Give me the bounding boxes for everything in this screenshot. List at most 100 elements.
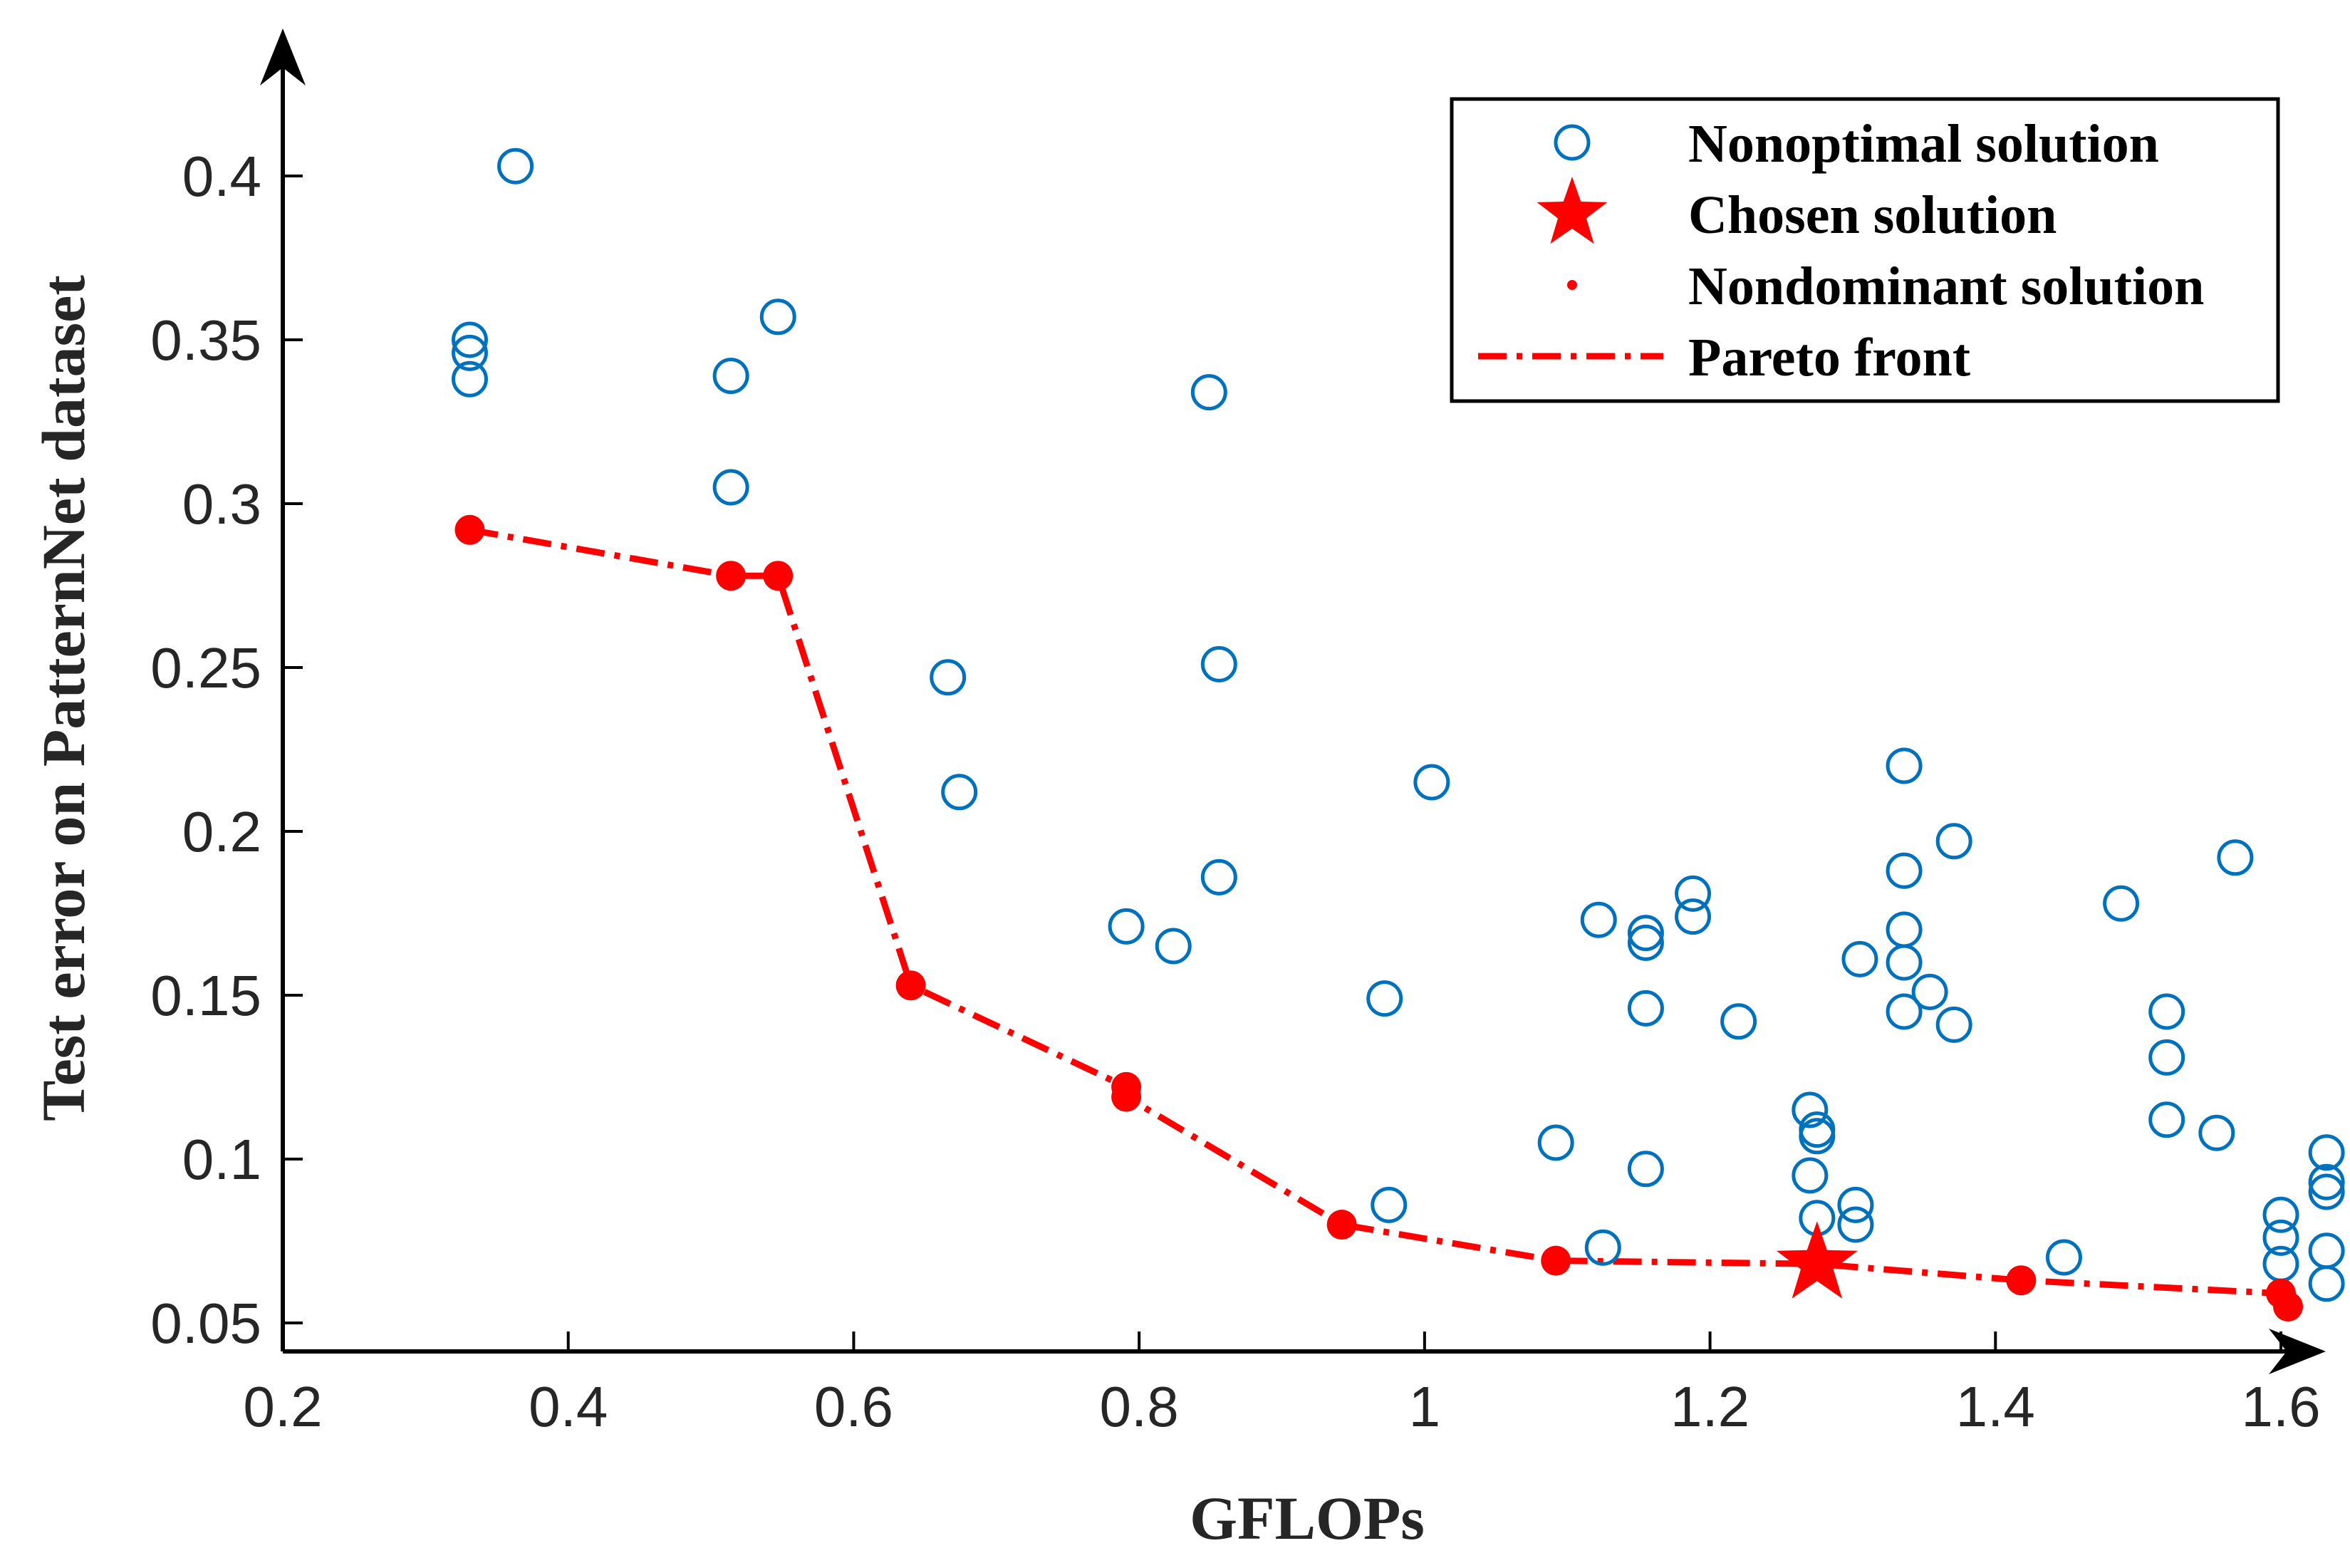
y-axis-label: Test error on PatternNet dataset <box>29 275 98 1121</box>
nonoptimal-point <box>1935 1006 1972 1043</box>
nonoptimal-point <box>2148 1101 2185 1138</box>
nonoptimal-point <box>2148 993 2185 1030</box>
nonoptimal-point <box>1792 1091 1829 1128</box>
nondominant-point <box>1541 1245 1571 1276</box>
nonoptimal-point <box>1675 875 1712 912</box>
nonoptimal-point <box>1720 1003 1757 1040</box>
nondominant-point <box>1111 1081 1142 1112</box>
legend-entry-nonoptimal: Nonoptimal solution <box>1554 114 2159 174</box>
x-tick-label: 0.6 <box>814 1375 893 1438</box>
nonoptimal-point <box>930 659 967 696</box>
legend: Nonoptimal solution Chosen solution Nond… <box>1450 97 2280 403</box>
nonoptimal-point <box>1190 374 1227 411</box>
x-tick-label: 0.4 <box>529 1375 608 1438</box>
legend-entry-chosen: Chosen solution <box>1537 177 2057 245</box>
pareto-front-line <box>469 526 2291 1309</box>
nonoptimal-point <box>2148 1039 2185 1076</box>
nondominant-point <box>895 970 926 1001</box>
nonoptimal-point <box>2262 1196 2299 1233</box>
nonoptimal-point <box>1537 1124 1574 1161</box>
nonoptimal-point <box>1580 901 1617 938</box>
legend-label-pareto: Pareto front <box>1688 328 1970 388</box>
nonoptimal-point <box>2262 1219 2299 1256</box>
nonoptimal-point <box>1155 928 1192 965</box>
nonoptimal-point <box>1627 915 1664 952</box>
nonoptimal-point <box>2103 885 2140 922</box>
nonoptimal-point <box>1366 980 1403 1017</box>
y-tick-label: 0.4 <box>182 145 261 208</box>
nonoptimal-point <box>1935 823 1972 860</box>
nonoptimal-point <box>941 774 978 811</box>
x-tick-label: 0.8 <box>1100 1375 1179 1438</box>
y-tick-label: 0.2 <box>182 800 261 863</box>
nonoptimal-point <box>1200 858 1237 895</box>
y-axis-arrow-icon <box>260 28 306 85</box>
x-axis-label: GFLOPs <box>1190 1484 1425 1552</box>
nonoptimal-point <box>1799 1118 1836 1155</box>
x-tick-label: 1.6 <box>2241 1375 2320 1438</box>
legend-entry-nondominant: Nondominant solution <box>1567 256 2204 316</box>
nonoptimal-point <box>2308 1134 2345 1171</box>
nonoptimal-point <box>1200 645 1237 682</box>
nonoptimal-point <box>1627 1151 1664 1188</box>
axes <box>260 28 2326 1374</box>
nonoptimal-point <box>2217 839 2254 876</box>
x-tick-label: 0.2 <box>243 1375 322 1438</box>
nondominant-point <box>763 561 794 591</box>
nonoptimal-point <box>1886 993 1923 1030</box>
legend-label-nonoptimal: Nonoptimal solution <box>1688 114 2159 174</box>
nonoptimal-point <box>1886 944 1923 981</box>
axis-ticks: 0.2 0.4 0.6 0.8 1 1.2 1.4 1.6 0.05 0.1 0.15 0.2 0.25… <box>150 145 2320 1438</box>
chosen-solution-layer <box>1776 1221 1858 1299</box>
y-tick-label: 0.3 <box>182 472 261 536</box>
nonoptimal-point <box>1837 1186 1874 1223</box>
nonoptimal-point <box>1627 990 1664 1027</box>
x-tick-label: 1 <box>1409 1375 1441 1438</box>
nondominant-point <box>2273 1292 2304 1322</box>
chosen-solution-star <box>1776 1221 1858 1299</box>
x-axis-arrow-icon <box>2269 1329 2326 1374</box>
pareto-front-layer <box>469 526 2291 1309</box>
nonoptimal-points-layer <box>451 147 2345 1302</box>
nonoptimal-point <box>1413 764 1450 801</box>
nonoptimal-point <box>2198 1114 2235 1151</box>
nonoptimal-point <box>1792 1157 1829 1194</box>
nonoptimal-point <box>2308 1163 2345 1200</box>
nonoptimal-point <box>1627 924 1664 961</box>
nonoptimal-point <box>1371 1186 1408 1223</box>
nonoptimal-point <box>451 334 488 371</box>
nonoptimal-point <box>451 321 488 358</box>
y-tick-label: 0.05 <box>150 1292 261 1355</box>
nonoptimal-point <box>1837 1206 1874 1243</box>
legend-entry-pareto: Pareto front <box>1478 328 1970 388</box>
legend-label-chosen: Chosen solution <box>1688 185 2057 245</box>
nonoptimal-point <box>2308 1173 2345 1210</box>
nonoptimal-point <box>1886 911 1923 948</box>
nonoptimal-point <box>2308 1232 2345 1270</box>
nonoptimal-point <box>497 147 534 185</box>
nonoptimal-point <box>2308 1265 2345 1302</box>
y-tick-label: 0.15 <box>150 964 261 1027</box>
nondominant-point <box>2006 1265 2037 1296</box>
nonoptimal-point <box>1911 973 1948 1010</box>
nonoptimal-point <box>712 469 749 506</box>
x-tick-label: 1.4 <box>1956 1375 2035 1438</box>
x-tick-label: 1.2 <box>1670 1375 1749 1438</box>
nondominant-points-layer <box>454 514 2304 1322</box>
legend-dot-icon <box>1567 280 1577 290</box>
legend-star-icon <box>1537 177 1608 244</box>
nondominant-point <box>716 561 747 591</box>
nonoptimal-point <box>1886 852 1923 889</box>
nonoptimal-point <box>451 360 488 398</box>
nonoptimal-point <box>1886 747 1923 784</box>
nonoptimal-point <box>2045 1239 2082 1276</box>
legend-circle-icon <box>1554 124 1591 161</box>
y-tick-label: 0.25 <box>150 636 261 700</box>
nondominant-point <box>1326 1210 1357 1240</box>
nonoptimal-point <box>1584 1229 1621 1266</box>
y-tick-label: 0.35 <box>150 308 261 372</box>
nonoptimal-point <box>1675 898 1712 935</box>
y-tick-label: 0.1 <box>182 1128 261 1191</box>
legend-label-nondominant: Nondominant solution <box>1688 256 2204 316</box>
